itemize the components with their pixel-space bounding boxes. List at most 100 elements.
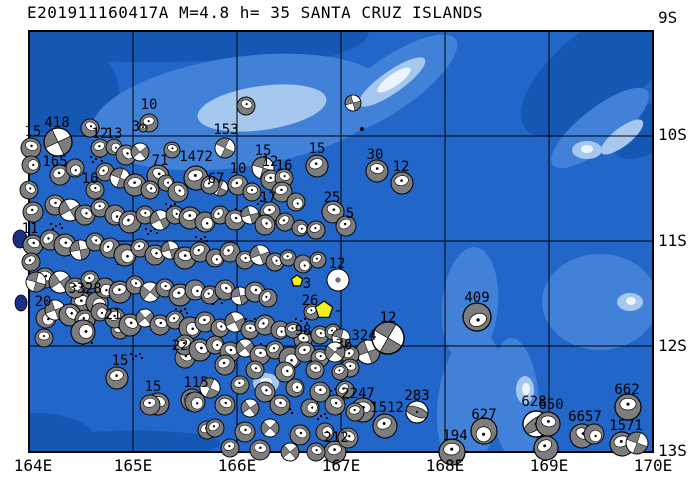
depth-label: 12 [393, 159, 410, 175]
focal-mechanism-beachball [321, 200, 345, 224]
depth-label: 2247 [341, 386, 375, 402]
x-axis-tick-label: 169E [530, 456, 569, 475]
focal-mechanism-beachball [194, 311, 216, 333]
focal-mechanism-beachball [326, 268, 350, 292]
depth-label: 628 [521, 394, 546, 410]
bathymetry-contour [520, 31, 653, 138]
focal-mechanism-beachball [200, 175, 220, 195]
focal-mechanism-beachball [234, 421, 256, 443]
depth-label: 418 [44, 115, 69, 131]
depth-label: 16 [276, 158, 293, 174]
depth-label: 13 [106, 126, 123, 142]
depth-label: 3 [132, 119, 140, 135]
focal-mechanism-beachball [65, 158, 85, 178]
depth-label: 15 [255, 143, 272, 159]
focal-mechanism-beachball [345, 402, 365, 422]
depth-label: 283 [404, 388, 429, 404]
bathymetry-contour [522, 383, 530, 395]
focal-mechanism-beachball [108, 280, 132, 304]
focal-mechanism-beachball [438, 438, 466, 466]
depth-label: 194 [442, 428, 467, 444]
bathymetry-contour [197, 84, 327, 132]
bathymetry-contour [377, 67, 411, 93]
focal-mechanism-beachball [135, 205, 155, 225]
depth-label: 12 [262, 154, 279, 170]
focal-mechanism-beachball [230, 286, 250, 306]
focal-mechanism-beachball [300, 398, 320, 418]
focal-mechanism-beachball [306, 442, 326, 462]
focal-mechanism-beachball [294, 341, 316, 363]
depth-label: 15 [112, 353, 129, 369]
y-axis-tick-label: 12S [658, 336, 687, 355]
focal-mechanism-beachball [90, 198, 110, 218]
focal-mechanism-beachball [210, 318, 230, 338]
focal-mechanism-beachball [240, 205, 260, 225]
focal-mechanism-beachball [80, 118, 100, 138]
focal-mechanism-beachball [286, 192, 306, 212]
depth-label: 17 [260, 190, 277, 206]
focal-mechanism-beachball [249, 244, 271, 266]
depth-label: 1472 [179, 149, 213, 165]
depth-label: 165 [42, 154, 67, 170]
plot-title: E201911160417A M=4.8 h= 35 SANTA CRUZ IS… [27, 3, 483, 22]
depth-label: 324 [351, 328, 376, 344]
depth-label: 3328 [68, 281, 102, 297]
focal-mechanism-beachball [90, 138, 110, 158]
focal-mechanism-beachball [125, 275, 145, 295]
depth-label: 16 [82, 171, 99, 187]
focal-mechanism-beachball [242, 182, 262, 202]
focal-mechanism-beachball [80, 270, 100, 290]
focal-mechanism-beachball [25, 271, 47, 293]
focal-mechanism-beachball [324, 341, 346, 363]
focal-mechanism-beachball [144, 244, 166, 266]
y-axis-tick-label: 13S [658, 441, 687, 460]
x-axis-tick-label: 164E [14, 456, 53, 475]
focal-mechanism-beachball [310, 325, 330, 345]
focal-mechanism-beachball [49, 164, 71, 186]
depth-label: 12 [92, 126, 109, 142]
depth-label: 12 [380, 310, 397, 326]
depth-label: 1571 [609, 418, 643, 434]
focal-mechanism-beachball [19, 180, 39, 200]
bathymetry-contour [612, 100, 653, 160]
focal-mechanism-beachball [269, 394, 291, 416]
focal-mechanism-beachball [138, 123, 148, 133]
x-axis-tick-label: 166E [218, 456, 257, 475]
bathymetry-contour [581, 145, 593, 153]
focal-mechanism-beachball [214, 279, 236, 301]
x-axis-tick-label: 168E [426, 456, 465, 475]
focal-mechanism-beachball [306, 220, 326, 240]
depth-label: 115 [183, 375, 208, 391]
focal-mechanism-beachball [260, 418, 280, 438]
focal-mechanism-beachball [337, 427, 359, 449]
depth-label: 21 [105, 307, 122, 323]
focal-mechanism-beachball [258, 288, 278, 308]
focal-mechanism-beachball [309, 381, 331, 403]
focal-mechanism-beachball [22, 201, 44, 223]
focal-mechanism-beachball [245, 360, 265, 380]
depth-label: 20 [35, 294, 52, 310]
focal-mechanism-beachball [230, 375, 250, 395]
focal-mechanism-beachball [236, 96, 256, 116]
focal-mechanism-beachball [184, 279, 206, 301]
focal-mechanism-beachball [285, 378, 305, 398]
focal-mechanism-beachball [344, 94, 362, 112]
focal-mechanism-beachball [533, 435, 559, 461]
focal-mechanism-beachball [85, 180, 105, 200]
focal-mechanism-beachball [21, 252, 41, 272]
depth-label: 12 [329, 256, 346, 272]
focal-mechanism-beachball [188, 338, 212, 362]
focal-mechanism-beachball [462, 302, 492, 332]
focal-mechanism-beachball [305, 154, 329, 178]
focal-mechanism-beachball [365, 159, 389, 183]
focal-mechanism-beachball [309, 251, 327, 269]
axis-label-layer: 164E 165E 166E 167E 168E 169E 170E 9S 10S 11S 12S 1… [14, 8, 687, 475]
focal-mechanism-beachball [95, 162, 115, 182]
focal-mechanism-beachball [372, 413, 398, 439]
focal-mechanism-beachball [43, 127, 73, 157]
focal-mechanism-beachball [199, 377, 221, 399]
focal-mechanism-beachball [254, 214, 276, 236]
highlighted-event-symbol [314, 300, 334, 318]
focal-mechanism-beachball [70, 319, 96, 345]
